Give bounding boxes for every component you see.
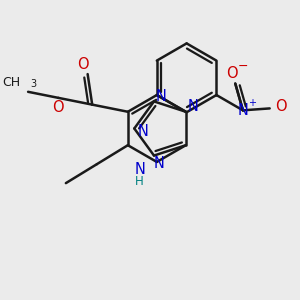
Text: N: N [188, 98, 199, 113]
Text: 3: 3 [30, 79, 36, 89]
Text: +: + [248, 98, 256, 108]
Text: N: N [155, 89, 166, 104]
Text: O: O [52, 100, 64, 115]
Text: H: H [135, 175, 144, 188]
Text: N: N [238, 103, 248, 118]
Text: O: O [226, 67, 237, 82]
Text: N: N [153, 156, 164, 171]
Text: N: N [134, 162, 145, 177]
Text: N: N [137, 124, 148, 139]
Text: −: − [238, 60, 248, 73]
Text: CH: CH [2, 76, 20, 89]
Text: O: O [77, 57, 89, 72]
Text: O: O [275, 99, 287, 114]
